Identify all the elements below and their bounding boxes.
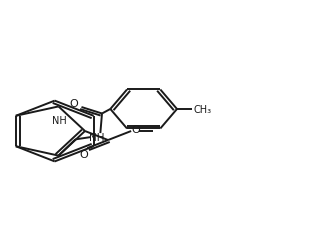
- Text: NH: NH: [89, 133, 105, 143]
- Text: CH₃: CH₃: [194, 104, 212, 114]
- Text: O: O: [70, 99, 79, 109]
- Text: NH: NH: [52, 116, 67, 126]
- Text: O: O: [131, 125, 140, 135]
- Text: O: O: [80, 149, 88, 159]
